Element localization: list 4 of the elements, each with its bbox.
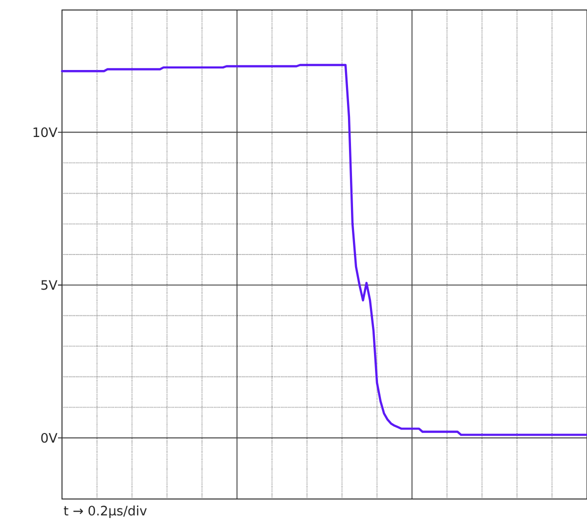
y-tick-label: 10V — [34, 127, 58, 138]
y-tick-label: 0V — [41, 432, 58, 443]
y-tick-label: 5V — [41, 280, 58, 290]
x-axis-title: t → 0.2μs/div — [64, 506, 147, 518]
